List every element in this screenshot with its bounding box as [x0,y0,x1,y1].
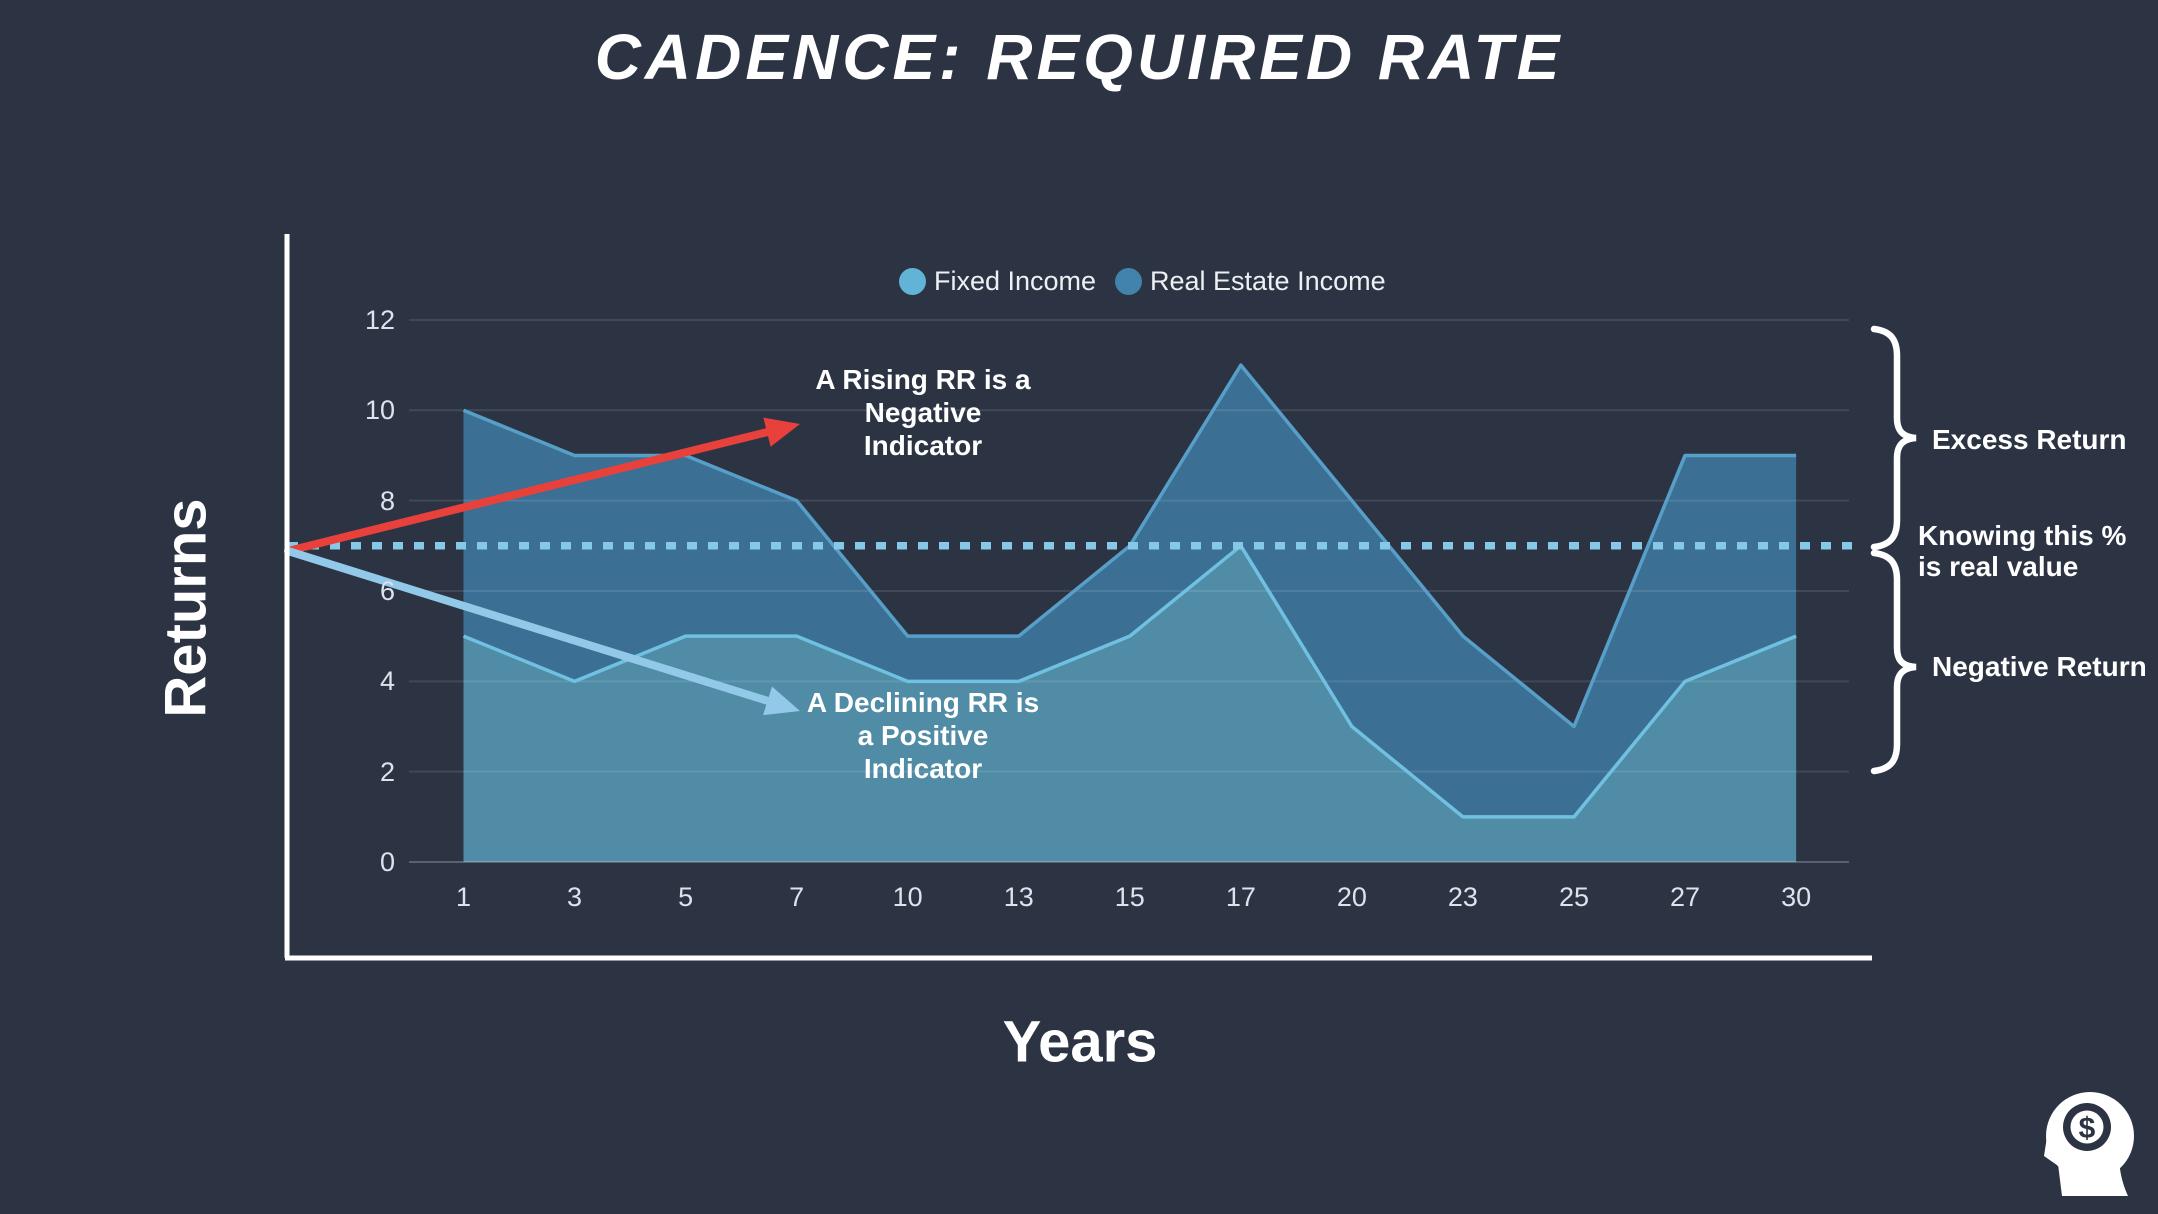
legend-label-real-estate-income: Real Estate Income [1150,266,1386,296]
x-tick-label-20: 20 [1336,882,1367,912]
declining-rr-line2: a Positive [857,720,989,751]
excess-return-brace [1870,325,1917,551]
x-tick-label-25: 25 [1558,882,1590,912]
dollar-glyph: $ [2079,1112,2096,1145]
money-mindset-icon: $ [2044,1092,2134,1196]
knowing-real-value-label: Knowing this % is real value [1918,520,2126,582]
declining-rr-annotation: A Declining RR is a Positive Indicator [807,686,1039,785]
x-tick-label-13: 13 [1003,882,1034,912]
y-tick-label-8: 8 [379,485,395,516]
rising-rr-annotation: A Rising RR is a Negative Indicator [815,363,1030,462]
rising-rr-line3: Indicator [863,430,983,461]
rising-rr-arrow [284,428,772,555]
x-tick-label-27: 27 [1670,882,1701,912]
x-tick-label-17: 17 [1225,882,1256,912]
x-tick-label-15: 15 [1114,882,1145,912]
x-tick-label-23: 23 [1447,882,1478,912]
negative-return-label: Negative Return [1932,651,2147,682]
series-area-fixed-income [463,545,1797,862]
x-tick-label-10: 10 [892,882,923,912]
x-tick-label-3: 3 [567,882,583,912]
rising-rr-arrow-head [763,417,800,447]
page-title: CADENCE: REQUIRED RATE [594,21,1564,93]
series-edge-fixed-income [462,544,1797,819]
legend-dot-real-estate-income [1115,268,1142,295]
y-tick-label-6: 6 [379,575,395,606]
x-axis-label: Years [1002,1009,1158,1075]
knowing-line2: is real value [1918,551,2079,582]
rising-rr-line1: A Rising RR is a [815,364,1031,395]
declining-rr-arrow-head [763,686,800,716]
legend-dot-fixed-income [899,268,926,295]
legend-label-fixed-income: Fixed Income [934,266,1097,296]
x-tick-label-5: 5 [678,882,694,912]
negative-return-brace [1870,549,1917,775]
x-tick-label-1: 1 [455,882,472,912]
declining-rr-line1: A Declining RR is [806,687,1040,718]
x-tick-label-7: 7 [789,882,805,912]
y-tick-label-2: 2 [379,756,395,787]
knowing-line1: Knowing this % [1918,520,2127,551]
y-tick-label-12: 12 [364,304,395,335]
y-tick-label-10: 10 [364,395,395,426]
rising-rr-line2: Negative [864,397,982,428]
y-tick-label-0: 0 [379,847,395,877]
y-axis-label: Returns [153,498,219,718]
declining-rr-arrow [284,547,772,705]
declining-rr-line3: Indicator [863,753,983,784]
y-tick-label-4: 4 [379,666,395,697]
excess-return-label: Excess Return [1932,424,2127,455]
x-tick-label-30: 30 [1781,882,1812,912]
